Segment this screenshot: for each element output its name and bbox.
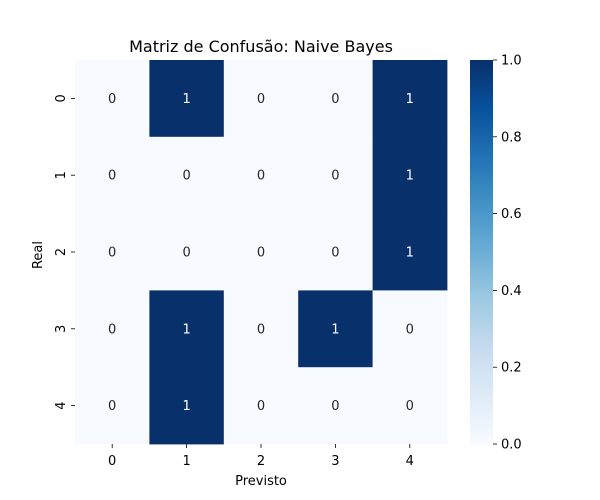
y-tick-label: 2 (54, 248, 69, 256)
x-tick-label: 3 (331, 454, 339, 469)
colorbar-tick-label: 0.0 (501, 438, 522, 453)
cell-value-label: 0 (108, 322, 116, 337)
heatmap-cell-r4-c0 (75, 367, 150, 445)
heatmap-cell-r0-c1 (149, 60, 225, 138)
heatmap-cell-r3-c1 (149, 290, 225, 368)
colorbar-tick-label: 0.6 (501, 207, 522, 222)
heatmap-cell-r0-c4 (372, 60, 448, 138)
heatmap-cell-r2-c2 (223, 213, 299, 291)
cell-value-label: 0 (108, 169, 116, 184)
heatmap-cell-r3-c3 (298, 290, 373, 368)
heatmap-cell-r1-c1 (149, 136, 225, 214)
cell-value-label: 1 (182, 92, 190, 107)
heatmap-cell-r1-c2 (223, 136, 299, 214)
cell-value-label: 0 (257, 246, 265, 261)
cell-value-label: 0 (406, 399, 414, 414)
chart-title: Matriz de Confusão: Naive Bayes (129, 37, 393, 56)
colorbar-tick-label: 1.0 (501, 54, 522, 69)
cell-value-label: 1 (406, 92, 414, 107)
y-tick-label: 0 (54, 94, 69, 102)
heatmap-cell-r4-c2 (223, 367, 299, 445)
colorbar (470, 60, 493, 444)
x-tick-label: 1 (182, 454, 190, 469)
cell-value-label: 1 (406, 169, 414, 184)
heatmap-cell-r3-c4 (372, 290, 448, 368)
heatmap-cell-labels: 0 1 0 0 1 0 0 0 0 1 0 0 0 0 1 0 1 0 1 0 0 1 0 0 0 (108, 92, 414, 414)
cell-value-label: 0 (331, 246, 339, 261)
x-tick-label: 2 (257, 454, 265, 469)
heatmap-cell-r2-c4 (372, 213, 448, 291)
y-tick-label: 1 (54, 171, 69, 179)
y-tick-label: 3 (54, 325, 69, 333)
heatmap-cell-r3-c2 (223, 290, 299, 368)
heatmap-cell-r4-c1 (149, 367, 225, 445)
y-axis-label: Real (31, 241, 46, 269)
x-axis-label: Previsto (235, 474, 287, 489)
cell-value-label: 0 (331, 399, 339, 414)
colorbar-tick-label: 0.8 (501, 130, 522, 145)
cell-value-label: 0 (331, 169, 339, 184)
colorbar-tick-label: 0.4 (501, 284, 522, 299)
colorbar-axis: 0.0 0.2 0.4 0.6 0.8 1.0 (493, 54, 522, 453)
cell-value-label: 0 (182, 169, 190, 184)
cell-value-label: 0 (257, 399, 265, 414)
heatmap-cells (75, 60, 448, 445)
heatmap-cell-r2-c1 (149, 213, 225, 291)
cell-value-label: 0 (108, 246, 116, 261)
colorbar-tick-label: 0.2 (501, 361, 522, 376)
cell-value-label: 0 (257, 322, 265, 337)
cell-value-label: 1 (331, 322, 339, 337)
x-tick-label: 4 (406, 454, 414, 469)
cell-value-label: 0 (331, 92, 339, 107)
y-tick-label: 4 (54, 401, 69, 409)
cell-value-label: 0 (108, 92, 116, 107)
heatmap-cell-r0-c0 (75, 60, 150, 138)
x-axis: 0 1 2 3 4 (108, 444, 414, 469)
heatmap-cell-r2-c0 (75, 213, 150, 291)
cell-value-label: 0 (406, 322, 414, 337)
heatmap-cell-r2-c3 (298, 213, 373, 291)
cell-value-label: 0 (257, 169, 265, 184)
cell-value-label: 1 (182, 399, 190, 414)
heatmap-cell-r0-c2 (223, 60, 299, 138)
cell-value-label: 1 (182, 322, 190, 337)
heatmap-cell-r1-c3 (298, 136, 373, 214)
y-axis: 0 1 2 3 4 (54, 94, 75, 410)
cell-value-label: 0 (257, 92, 265, 107)
cell-value-label: 0 (182, 246, 190, 261)
heatmap-cell-r4-c4 (372, 367, 448, 445)
heatmap-cell-r1-c0 (75, 136, 150, 214)
heatmap-cell-r4-c3 (298, 367, 373, 445)
cell-value-label: 0 (108, 399, 116, 414)
heatmap-cell-r0-c3 (298, 60, 373, 138)
heatmap-cell-r1-c4 (372, 136, 448, 214)
heatmap-cell-r3-c0 (75, 290, 150, 368)
cell-value-label: 1 (406, 246, 414, 261)
x-tick-label: 0 (108, 454, 116, 469)
